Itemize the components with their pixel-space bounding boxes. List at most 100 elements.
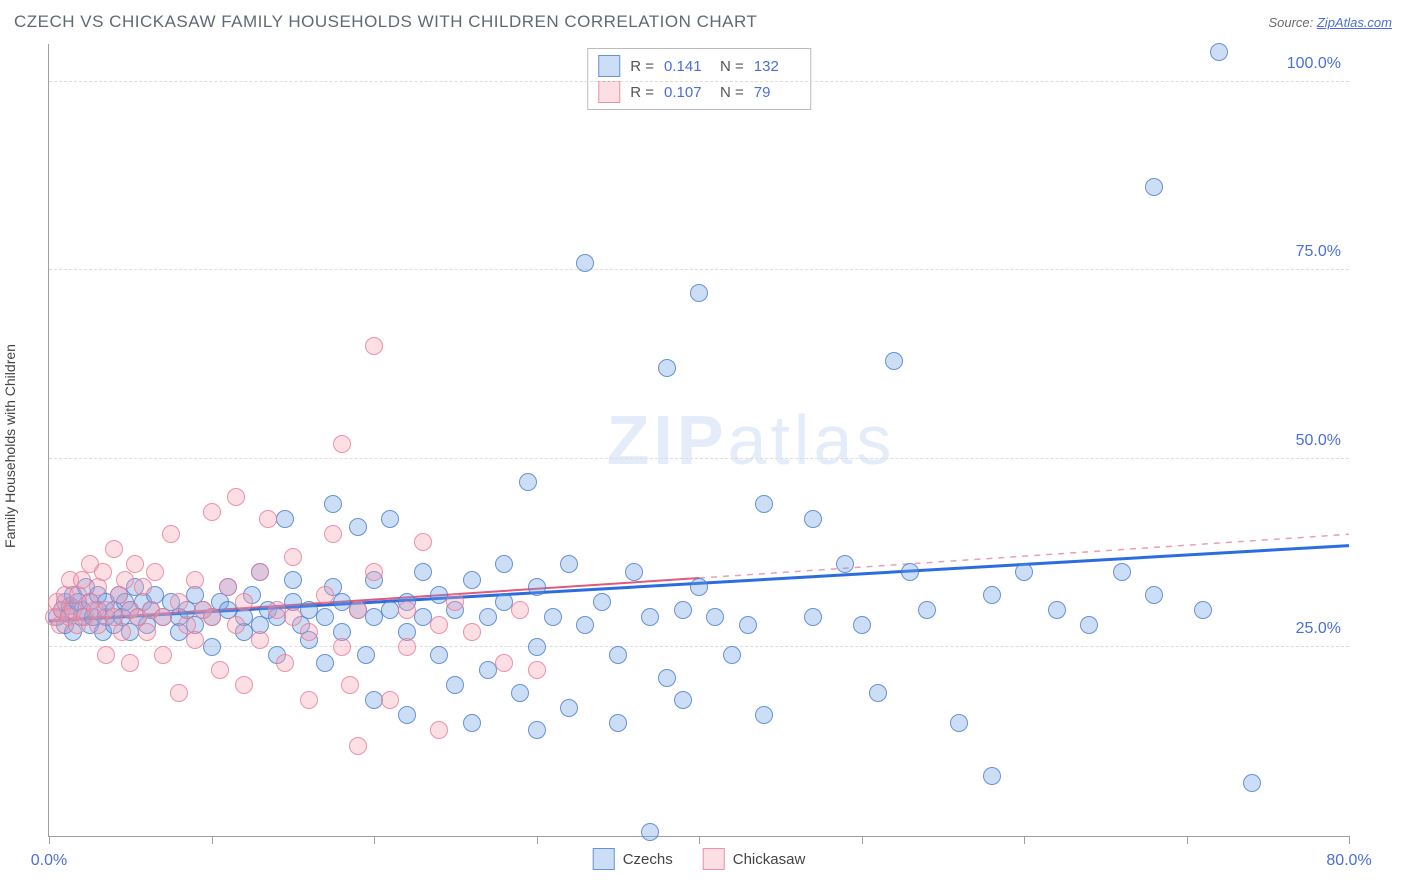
data-point-chickasaw: [186, 631, 204, 649]
data-point-czech: [950, 714, 968, 732]
data-point-czech: [316, 654, 334, 672]
data-point-chickasaw: [398, 601, 416, 619]
data-point-chickasaw: [211, 661, 229, 679]
data-point-czech: [560, 555, 578, 573]
x-tick: [212, 836, 213, 844]
data-point-czech: [1145, 586, 1163, 604]
data-point-czech: [755, 495, 773, 513]
data-point-czech: [495, 555, 513, 573]
y-tick-label: 100.0%: [1287, 55, 1341, 73]
data-point-chickasaw: [276, 654, 294, 672]
data-point-czech: [324, 495, 342, 513]
watermark-zip: ZIP: [607, 401, 728, 479]
data-point-czech: [544, 608, 562, 626]
source-prefix: Source:: [1268, 15, 1316, 30]
r-value-czech: 0.141: [664, 58, 710, 75]
x-tick: [1024, 836, 1025, 844]
n-value-chickasaw: 79: [754, 84, 800, 101]
data-point-czech: [658, 669, 676, 687]
x-tick-label: 80.0%: [1326, 852, 1371, 870]
watermark-atlas: atlas: [728, 401, 896, 479]
grid-line: [49, 269, 1349, 270]
y-tick-label: 25.0%: [1296, 620, 1341, 638]
data-point-chickasaw: [324, 525, 342, 543]
data-point-chickasaw: [219, 578, 237, 596]
data-point-czech: [1113, 563, 1131, 581]
data-point-czech: [365, 608, 383, 626]
data-point-chickasaw: [170, 684, 188, 702]
data-point-czech: [1080, 616, 1098, 634]
data-point-chickasaw: [154, 646, 172, 664]
data-point-czech: [528, 578, 546, 596]
data-point-chickasaw: [284, 608, 302, 626]
data-point-chickasaw: [235, 593, 253, 611]
data-point-chickasaw: [341, 676, 359, 694]
data-point-chickasaw: [414, 533, 432, 551]
watermark: ZIPatlas: [607, 400, 896, 480]
y-tick-label: 75.0%: [1296, 243, 1341, 261]
data-point-czech: [381, 510, 399, 528]
data-point-chickasaw: [105, 540, 123, 558]
data-point-czech: [1243, 774, 1261, 792]
data-point-czech: [983, 767, 1001, 785]
data-point-chickasaw: [203, 608, 221, 626]
data-point-czech: [479, 661, 497, 679]
data-point-chickasaw: [365, 337, 383, 355]
data-point-chickasaw: [284, 548, 302, 566]
data-point-chickasaw: [235, 676, 253, 694]
data-point-chickasaw: [138, 623, 156, 641]
r-label: R =: [630, 58, 654, 75]
data-point-czech: [398, 706, 416, 724]
data-point-czech: [276, 510, 294, 528]
data-point-chickasaw: [126, 555, 144, 573]
data-point-czech: [1194, 601, 1212, 619]
data-point-czech: [723, 646, 741, 664]
x-tick: [1349, 836, 1350, 844]
swatch-blue: [593, 848, 615, 870]
data-point-chickasaw: [349, 737, 367, 755]
data-point-chickasaw: [259, 510, 277, 528]
legend-row-chickasaw: R = 0.107 N = 79: [598, 79, 800, 105]
scatter-chart: ZIPatlas R = 0.141 N = 132 R = 0.107 N =…: [48, 44, 1349, 837]
header: CZECH VS CHICKASAW FAMILY HOUSEHOLDS WIT…: [0, 0, 1406, 44]
data-point-czech: [869, 684, 887, 702]
data-point-czech: [739, 616, 757, 634]
grid-line: [49, 458, 1349, 459]
data-point-chickasaw: [430, 721, 448, 739]
data-point-czech: [641, 608, 659, 626]
data-point-chickasaw: [463, 623, 481, 641]
data-point-czech: [357, 646, 375, 664]
data-point-czech: [609, 714, 627, 732]
x-tick: [374, 836, 375, 844]
source-attribution: Source: ZipAtlas.com: [1268, 15, 1392, 30]
data-point-chickasaw: [333, 435, 351, 453]
source-link[interactable]: ZipAtlas.com: [1317, 15, 1392, 30]
data-point-czech: [983, 586, 1001, 604]
data-point-czech: [804, 608, 822, 626]
data-point-chickasaw: [333, 638, 351, 656]
data-point-czech: [1145, 178, 1163, 196]
data-point-czech: [674, 601, 692, 619]
data-point-czech: [479, 608, 497, 626]
x-tick-label: 0.0%: [31, 852, 67, 870]
data-point-czech: [463, 571, 481, 589]
legend-item-czechs: Czechs: [593, 848, 673, 870]
data-point-czech: [446, 676, 464, 694]
data-point-czech: [349, 518, 367, 536]
data-point-chickasaw: [446, 593, 464, 611]
data-point-chickasaw: [316, 586, 334, 604]
trend-lines: [49, 44, 1349, 836]
data-point-chickasaw: [146, 563, 164, 581]
data-point-chickasaw: [300, 691, 318, 709]
data-point-czech: [918, 601, 936, 619]
legend-item-chickasaw: Chickasaw: [703, 848, 806, 870]
data-point-czech: [203, 638, 221, 656]
grid-line: [49, 646, 1349, 647]
legend-label: Czechs: [623, 851, 673, 868]
data-point-chickasaw: [113, 623, 131, 641]
n-value-czech: 132: [754, 58, 800, 75]
data-point-chickasaw: [203, 503, 221, 521]
data-point-czech: [316, 608, 334, 626]
chart-title: CZECH VS CHICKASAW FAMILY HOUSEHOLDS WIT…: [14, 12, 757, 32]
data-point-chickasaw: [300, 623, 318, 641]
